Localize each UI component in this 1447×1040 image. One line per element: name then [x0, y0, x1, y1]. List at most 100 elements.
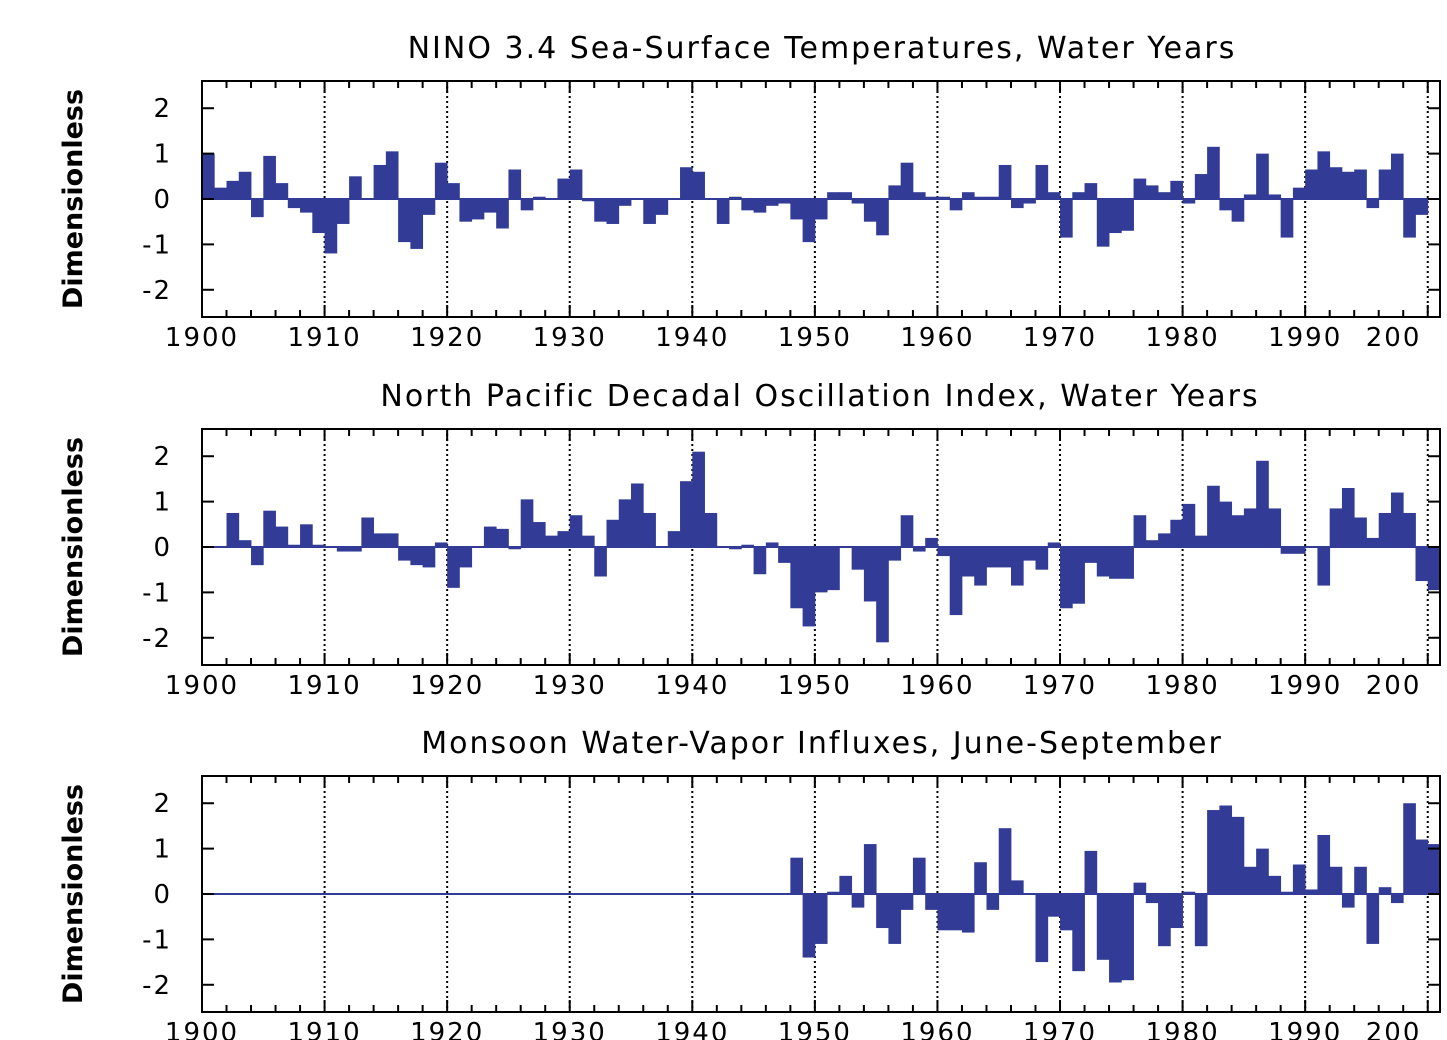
y-tick-label: 0	[153, 880, 172, 910]
x-tick-label: 1930	[533, 671, 607, 701]
bar	[888, 185, 902, 199]
bar	[336, 547, 350, 552]
bar	[888, 547, 902, 561]
bar	[300, 199, 313, 213]
bar	[1268, 194, 1282, 199]
bar	[1170, 180, 1183, 199]
x-tick-label: 1980	[1146, 1018, 1220, 1040]
bar	[1158, 533, 1171, 547]
bar	[373, 533, 387, 547]
bar	[1207, 146, 1220, 199]
bar	[606, 199, 620, 224]
bar	[1182, 503, 1196, 547]
bar	[974, 196, 987, 199]
bar	[483, 526, 497, 547]
bar	[1096, 894, 1110, 960]
bar	[790, 547, 804, 609]
bar	[1231, 515, 1245, 547]
bar	[1256, 848, 1269, 894]
bar	[238, 171, 252, 199]
bar	[998, 828, 1012, 894]
bar	[1403, 199, 1416, 238]
bar	[1060, 199, 1073, 238]
bar	[385, 533, 399, 547]
x-tick-label: 1940	[655, 323, 729, 353]
bar	[1121, 199, 1134, 231]
bar	[532, 196, 546, 199]
bar	[986, 547, 1000, 568]
bar	[1010, 880, 1024, 894]
bar	[1133, 178, 1147, 199]
x-tick-label: 1920	[410, 323, 484, 353]
x-tick-label: 1950	[778, 671, 852, 701]
bar	[1427, 547, 1441, 591]
bar	[729, 196, 742, 199]
bar	[300, 524, 313, 547]
bar	[1060, 894, 1073, 931]
bar	[336, 199, 350, 224]
bar	[1145, 894, 1159, 904]
bar	[1231, 199, 1245, 222]
bar	[704, 512, 718, 547]
x-tick-label: 200	[1366, 323, 1422, 353]
bar	[802, 199, 816, 243]
bar	[422, 199, 436, 215]
x-tick-label: 1960	[900, 323, 974, 353]
y-tick-label: -2	[142, 624, 172, 654]
bar	[937, 196, 951, 199]
bar	[1317, 835, 1331, 894]
bar	[1366, 894, 1380, 944]
bar	[226, 180, 240, 199]
bar	[349, 547, 362, 552]
bar	[1109, 199, 1122, 234]
bar	[986, 894, 1000, 910]
y-tick-label: 0	[153, 185, 172, 215]
bar	[263, 510, 276, 547]
bar	[1010, 547, 1024, 586]
bar	[876, 894, 889, 929]
bar	[312, 199, 325, 234]
bar	[778, 199, 791, 204]
bar	[1219, 501, 1233, 547]
bar	[1023, 199, 1036, 204]
bar	[814, 894, 828, 944]
bar	[1096, 547, 1110, 577]
bar	[520, 499, 534, 547]
bar	[1109, 894, 1122, 983]
bar	[1035, 164, 1049, 199]
bar	[202, 153, 215, 199]
bar	[1378, 169, 1392, 199]
x-tick-label: 1920	[410, 1018, 484, 1040]
bar	[1390, 894, 1404, 904]
bar	[1072, 547, 1085, 604]
bar	[1341, 171, 1355, 199]
y-axis-label: Dimensionless	[58, 784, 89, 1004]
bar	[1072, 192, 1085, 199]
bar	[900, 162, 914, 199]
x-tick-label: 1960	[900, 1018, 974, 1040]
bar	[1060, 547, 1073, 609]
bar	[594, 547, 607, 577]
bar	[496, 528, 509, 547]
bar	[1096, 199, 1110, 247]
bar	[1133, 515, 1147, 547]
bar	[508, 169, 522, 199]
bar	[1329, 508, 1343, 547]
plot-frame	[201, 80, 1441, 318]
bar	[680, 167, 693, 199]
bar	[814, 199, 828, 220]
bar	[1145, 185, 1159, 199]
bar	[1366, 537, 1380, 547]
bar	[790, 199, 804, 220]
bar	[569, 515, 583, 547]
bar	[557, 531, 571, 547]
bar	[263, 155, 276, 199]
bar	[1403, 803, 1416, 894]
x-tick-label: 1970	[1023, 671, 1097, 701]
y-tick-label: 0	[153, 533, 172, 563]
bar	[1243, 866, 1257, 894]
bar	[949, 199, 963, 211]
bar	[1243, 508, 1257, 547]
bar	[925, 196, 938, 199]
bar	[312, 544, 325, 547]
